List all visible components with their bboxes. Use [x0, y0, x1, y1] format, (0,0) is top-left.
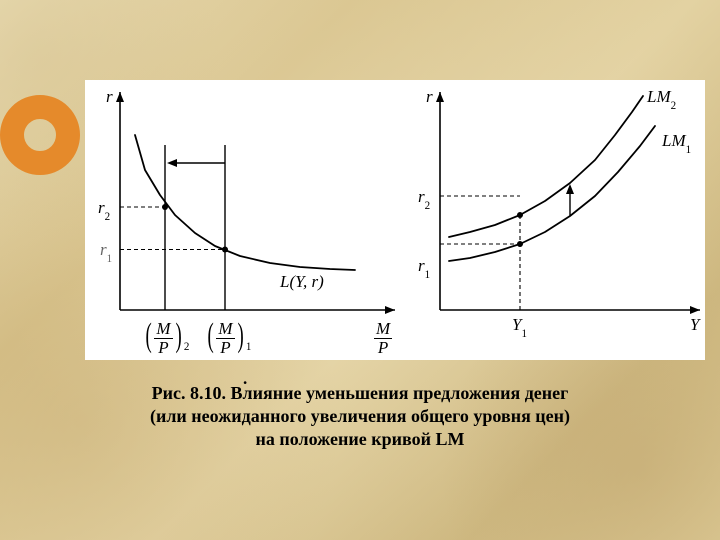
- charts-svg: [0, 0, 720, 540]
- left-r1-label: r1: [100, 241, 112, 262]
- left-curve-label: L(Y, r): [280, 273, 324, 290]
- left-mp2-label: (MP)2: [143, 320, 189, 357]
- caption-line-3: на положение кривой LM: [0, 428, 720, 451]
- right-lm2-label: LM2: [647, 88, 676, 109]
- caption-line-1: Рис. 8.10. Влияние уменьшения предложени…: [0, 382, 720, 405]
- caption-line-2: (или неожиданного увеличения общего уров…: [0, 405, 720, 428]
- right-y-axis-label: r: [426, 88, 433, 105]
- left-y-axis-label: r: [106, 88, 113, 105]
- right-x-axis-label: Y: [690, 316, 699, 333]
- left-x-axis-label: MP: [374, 320, 392, 357]
- left-r2-label: r2: [98, 199, 110, 220]
- right-lm1-label: LM1: [662, 132, 691, 153]
- right-r1-label: r1: [418, 257, 430, 278]
- figure-caption: Рис. 8.10. Влияние уменьшения предложени…: [0, 382, 720, 451]
- right-r2-label: r2: [418, 188, 430, 209]
- left-mp1-label: (MP)1: [205, 320, 251, 357]
- right-y1-label: Y1: [512, 316, 527, 337]
- stage: r r2 r1 L(Y, r) (MP)2 (MP)1 MP r r2 r1 L…: [0, 0, 720, 540]
